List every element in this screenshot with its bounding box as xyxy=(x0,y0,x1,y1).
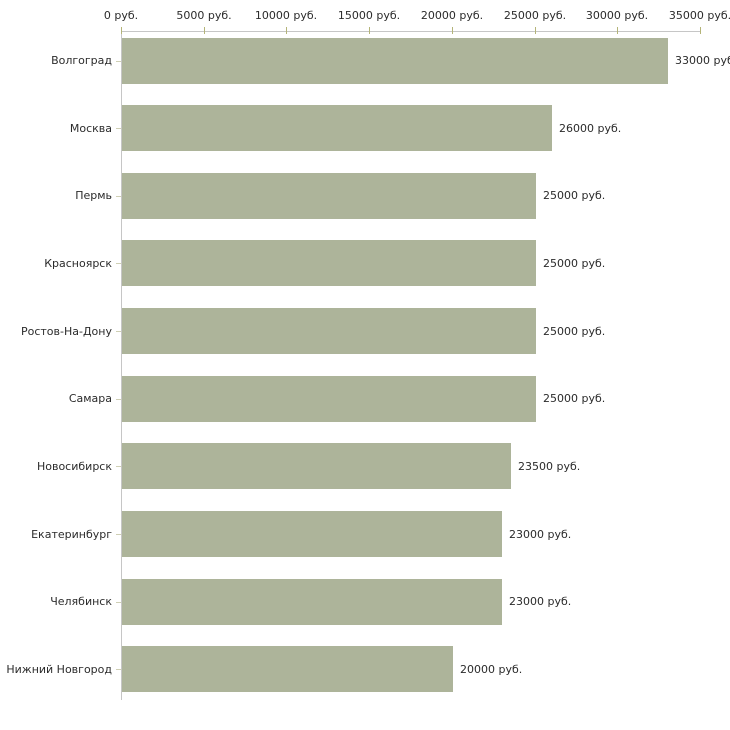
x-axis-tick-label: 15000 руб. xyxy=(337,9,401,22)
bar xyxy=(122,308,536,354)
x-axis-tick-mark xyxy=(452,27,453,34)
value-label: 33000 руб xyxy=(675,54,730,67)
y-axis-line xyxy=(121,31,122,700)
category-label: Нижний Новгород xyxy=(6,663,112,676)
x-axis-tick-mark xyxy=(204,27,205,34)
y-axis-tick-mark xyxy=(116,399,121,400)
x-axis-tick-label: 25000 руб. xyxy=(503,9,567,22)
y-axis-tick-mark xyxy=(116,128,121,129)
x-axis-tick-mark xyxy=(617,27,618,34)
bar xyxy=(122,511,502,557)
bar xyxy=(122,105,552,151)
category-label: Новосибирск xyxy=(36,460,112,473)
category-label: Волгоград xyxy=(51,54,112,67)
x-axis-tick-mark xyxy=(121,27,122,34)
y-axis-tick-mark xyxy=(116,263,121,264)
value-label: 25000 руб. xyxy=(543,189,606,202)
value-label: 26000 руб. xyxy=(559,122,622,135)
y-axis-tick-mark xyxy=(116,534,121,535)
x-axis-tick-mark xyxy=(369,27,370,34)
category-label: Екатеринбург xyxy=(31,528,112,541)
category-label: Красноярск xyxy=(44,257,112,270)
value-label: 20000 руб. xyxy=(460,663,523,676)
category-label: Самара xyxy=(68,392,112,405)
value-label: 25000 руб. xyxy=(543,325,606,338)
bar xyxy=(122,579,502,625)
x-axis-tick-label: 0 руб. xyxy=(103,9,139,22)
x-axis-tick-label: 10000 руб. xyxy=(254,9,318,22)
value-label: 25000 руб. xyxy=(543,392,606,405)
x-axis-tick-label: 30000 руб. xyxy=(585,9,649,22)
x-axis-tick-mark xyxy=(700,27,701,34)
bar xyxy=(122,443,511,489)
category-label: Москва xyxy=(69,122,112,135)
x-axis-tick-mark xyxy=(286,27,287,34)
y-axis-tick-mark xyxy=(116,466,121,467)
value-label: 23000 руб. xyxy=(509,528,572,541)
y-axis-tick-mark xyxy=(116,61,121,62)
y-axis-tick-mark xyxy=(116,331,121,332)
category-label: Пермь xyxy=(75,189,112,202)
x-axis-line xyxy=(121,31,700,32)
x-axis-tick-label: 35000 руб. xyxy=(668,9,730,22)
x-axis-tick-label: 20000 руб. xyxy=(420,9,484,22)
y-axis-tick-mark xyxy=(116,602,121,603)
value-label: 23000 руб. xyxy=(509,595,572,608)
bar xyxy=(122,646,453,692)
x-axis-tick-label: 5000 руб. xyxy=(176,9,232,22)
bar xyxy=(122,240,536,286)
y-axis-tick-mark xyxy=(116,669,121,670)
value-label: 23500 руб. xyxy=(518,460,581,473)
y-axis-tick-mark xyxy=(116,196,121,197)
bar xyxy=(122,38,668,84)
category-label: Челябинск xyxy=(50,595,112,608)
category-label: Ростов-На-Дону xyxy=(20,325,112,338)
bar xyxy=(122,376,536,422)
bar xyxy=(122,173,536,219)
x-axis-tick-mark xyxy=(535,27,536,34)
value-label: 25000 руб. xyxy=(543,257,606,270)
